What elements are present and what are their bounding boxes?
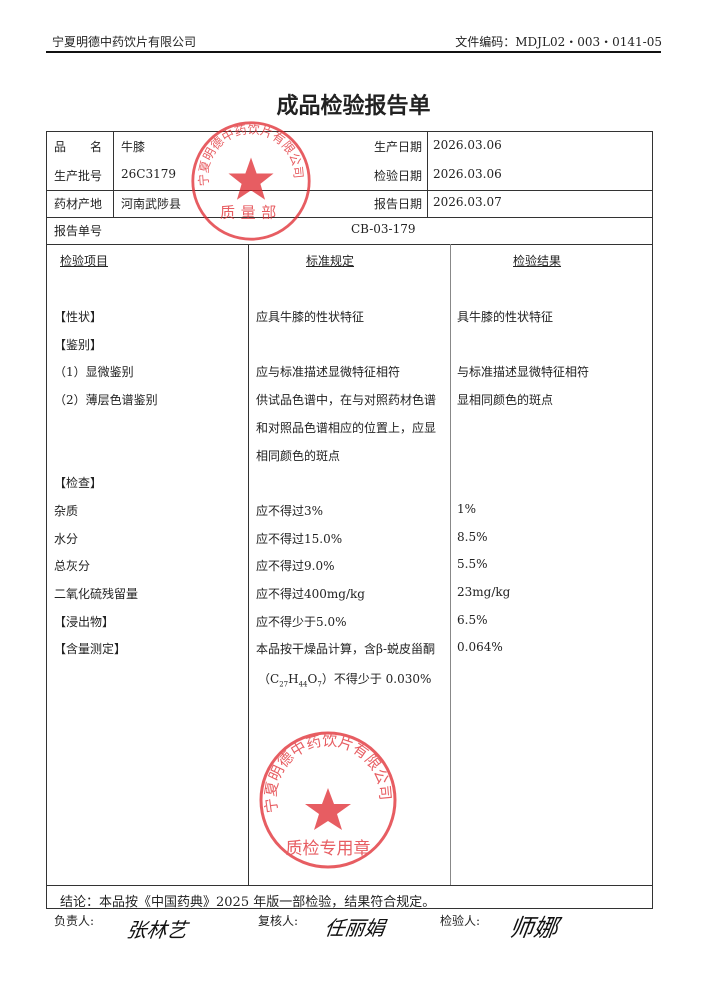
row-item: 【含量测定】 xyxy=(54,642,127,657)
row-result: 0.064% xyxy=(457,640,503,655)
row-standard: 相同颜色的斑点 xyxy=(256,448,341,463)
responsible-label: 负责人: xyxy=(54,914,95,928)
formula-subscript: 44 xyxy=(298,680,308,689)
report-date-label: 报告日期 xyxy=(373,197,422,211)
row-result: 5.5% xyxy=(457,557,488,572)
reviewer-label: 复核人: xyxy=(258,914,299,928)
header-divider xyxy=(46,51,661,53)
row-standard: 应不得过400mg/kg xyxy=(256,587,365,601)
report-number-label: 报告单号 xyxy=(54,224,103,238)
row-standard: 应与标准描述显微特征相符 xyxy=(256,365,401,380)
formula-text: ）不得少于 0.030% xyxy=(321,672,432,686)
formula-text: H xyxy=(288,672,299,686)
row-item: （2）薄层色谱鉴别 xyxy=(54,393,158,408)
formula-text: O xyxy=(307,672,318,686)
row-item: 水分 xyxy=(54,531,79,546)
row-standard: 供试品色谱中，在与对照药材色谱 xyxy=(256,393,437,408)
row-item: （1）显微鉴别 xyxy=(54,365,134,380)
row-item: 二氧化硫残留量 xyxy=(54,587,139,601)
origin: 河南武陟县 xyxy=(121,197,182,211)
row-result: 具牛膝的性状特征 xyxy=(457,310,554,324)
conclusion: 结论：本品按《中国药典》2025 年版一部检验，结果符合规定。 xyxy=(60,895,436,910)
row-result: 与标准描述显微特征相符 xyxy=(457,365,590,380)
document-code: 文件编码：MDJL02・003・0141-05 xyxy=(455,35,662,49)
row-standard: 应不得过3% xyxy=(256,503,324,518)
stamp-center-text: 质量部 xyxy=(220,204,282,222)
production-date: 2026.03.06 xyxy=(433,138,502,152)
inspector-label: 检验人: xyxy=(440,914,481,928)
origin-label: 药材产地 xyxy=(54,197,103,211)
table-border xyxy=(427,131,428,217)
row-item: 总灰分 xyxy=(54,559,91,574)
column-header-result: 检验结果 xyxy=(513,254,562,268)
table-border xyxy=(248,244,249,885)
table-border xyxy=(46,885,653,886)
quality-inspection-seal: 宁夏明德中药饮片有限公司 质检专用章 xyxy=(259,731,397,869)
table-border xyxy=(450,244,451,885)
star-icon xyxy=(305,788,351,830)
row-item: 【鉴别】 xyxy=(54,337,103,352)
row-standard: 本品按干燥品计算，含β-蜕皮甾酮 xyxy=(256,642,435,657)
table-border xyxy=(113,131,114,217)
row-item: 【性状】 xyxy=(54,310,103,324)
batch-label: 生产批号 xyxy=(54,169,103,183)
row-standard: 应不得过15.0% xyxy=(256,531,343,546)
row-result: 23mg/kg xyxy=(457,585,511,599)
row-standard: 和对照品色谱相应的位置上，应显 xyxy=(256,420,437,435)
table-border xyxy=(46,131,653,132)
report-number: CB-03-179 xyxy=(351,222,416,236)
batch-number: 26C3179 xyxy=(121,167,176,181)
inspector-signature: 师娜 xyxy=(507,914,560,942)
table-border xyxy=(46,217,653,218)
table-border xyxy=(46,190,653,191)
responsible-signature: 张林艺 xyxy=(125,918,189,942)
row-result: 8.5% xyxy=(457,529,488,544)
row-standard: 应具牛膝的性状特征 xyxy=(256,310,365,324)
formula-subscript: 7 xyxy=(317,680,322,689)
column-header-item: 检验项目 xyxy=(60,254,109,268)
test-date: 2026.03.06 xyxy=(433,167,502,181)
stamp-ring xyxy=(259,731,397,869)
reviewer-signature: 任丽娟 xyxy=(323,916,387,940)
test-date-label: 检验日期 xyxy=(373,169,422,183)
formula-subscript: 27 xyxy=(279,680,289,689)
table-border xyxy=(46,244,653,245)
formula-line: （C27H44O7）不得少于 0.030% xyxy=(258,670,431,688)
company-name: 宁夏明德中药饮片有限公司 xyxy=(52,35,197,49)
row-result: 显相同颜色的斑点 xyxy=(457,393,554,408)
quality-department-stamp: 宁夏明德中药饮片有限公司 质量部 xyxy=(191,121,311,241)
product-name: 牛膝 xyxy=(121,140,146,154)
stamp-ring-text: 宁夏明德中药饮片有限公司 xyxy=(262,732,395,815)
column-header-standard: 标准规定 xyxy=(306,254,355,268)
row-standard: 应不得少于5.0% xyxy=(256,614,347,629)
row-result: 1% xyxy=(457,501,477,516)
row-item: 【检查】 xyxy=(54,476,103,491)
table-border xyxy=(46,908,653,909)
stamp-center-text: 质检专用章 xyxy=(286,839,371,859)
formula-text: （C xyxy=(258,672,280,686)
row-standard: 应不得过9.0% xyxy=(256,559,335,574)
star-icon xyxy=(228,157,274,200)
page-title: 成品检验报告单 xyxy=(276,93,431,119)
row-item: 【浸出物】 xyxy=(54,614,115,629)
row-item: 杂质 xyxy=(54,503,79,518)
table-border xyxy=(652,131,653,909)
production-date-label: 生产日期 xyxy=(373,140,422,154)
table-border xyxy=(46,131,47,909)
report-date: 2026.03.07 xyxy=(433,195,502,209)
stamp-ring xyxy=(191,121,311,241)
product-name-label: 品 名 xyxy=(54,140,103,154)
row-result: 6.5% xyxy=(457,612,488,627)
